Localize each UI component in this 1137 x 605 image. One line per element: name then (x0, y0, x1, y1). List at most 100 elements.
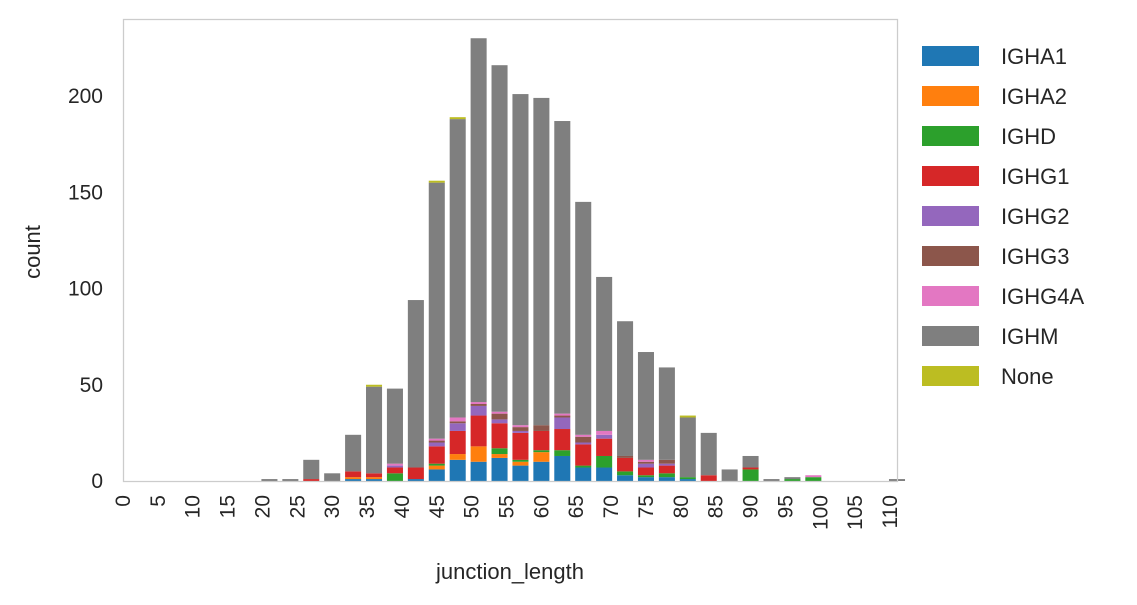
bar-segment-ighd-x63 (554, 450, 571, 456)
bar-segment-ighg2-x48 (449, 423, 466, 431)
bar-segment-igha2-x51 (470, 446, 487, 462)
bar-segment-ighg1-x72 (617, 457, 634, 472)
x-tick-label: 105 (844, 495, 867, 530)
legend-swatch-ighm (922, 326, 979, 346)
x-tick-label: 90 (740, 495, 763, 518)
bar-segment-ighm-x93 (763, 479, 780, 481)
bar-segment-ighd-x66 (575, 465, 592, 468)
bar-segment-ighm-x87 (721, 469, 738, 481)
legend-swatch-igha1 (922, 46, 979, 66)
bar-segment-igha1-x48 (449, 459, 466, 481)
bar-segment-ighg2-x69 (596, 434, 613, 439)
bar-segment-none-x36 (366, 384, 383, 387)
bar-segment-ighm-x72 (617, 321, 634, 456)
bar-segment-igha1-x42 (407, 479, 424, 481)
bar-segment-ighm-x36 (366, 386, 383, 474)
x-tick-label: 40 (391, 495, 414, 518)
x-tick-label: 70 (600, 495, 623, 518)
bar-segment-ighm-x27 (303, 459, 320, 480)
x-axis-ticks: 0 5 10 15 20 25 30 35 40 45 50 55 60 65 70 75 80 85 90 95 10… (112, 495, 902, 530)
legend-swatch-ighg1 (922, 166, 979, 186)
legend-label-igha2: IGHA2 (1001, 84, 1067, 109)
bar-segment-ighg2-x54 (491, 419, 508, 424)
bar-segment-ighg1-x69 (596, 438, 613, 456)
bar-segment-ighg4a-x39 (386, 463, 403, 466)
bar-segment-ighm-x42 (407, 300, 424, 468)
bar-segment-ighd-x81 (679, 477, 696, 480)
bar-segment-ighg1-x36 (366, 473, 383, 478)
bar-segment-ighm-x69 (596, 276, 613, 431)
y-tick-label: 150 (68, 181, 103, 204)
bar-segment-ighm-x60 (533, 97, 550, 426)
y-tick-label: 0 (91, 470, 103, 493)
bar-segment-ighd-x99 (805, 477, 822, 481)
bar-segment-ighd-x75 (637, 475, 654, 478)
legend-label-ighd: IGHD (1001, 124, 1056, 149)
bar-segment-ighg4a-x75 (637, 459, 654, 462)
x-tick-label: 55 (496, 495, 519, 518)
legend: IGHA1 IGHA2 IGHD IGHG1 IGHG2 IGHG3 IGHG4A IGHM N… (922, 44, 1084, 389)
bar-segment-ighg3-x54 (491, 413, 508, 420)
bar-segment-ighg1-x27 (303, 479, 320, 481)
bar-segment-ighg2-x75 (637, 463, 654, 468)
bar-segment-ighm-x24 (282, 479, 299, 481)
bar-segment-igha1-x45 (428, 469, 445, 481)
bar-segment-ighg1-x39 (386, 467, 403, 474)
bar-segment-ighg3-x60 (533, 425, 550, 431)
plot-frame (122, 18, 899, 483)
bar-segment-ighm-x30 (324, 473, 341, 481)
bar-segment-ighg3-x57 (512, 427, 529, 431)
bar-segment-ighg1-x57 (512, 432, 529, 460)
x-tick-label: 65 (565, 495, 588, 518)
x-tick-label: 100 (809, 495, 832, 530)
legend-label-ighg4a: IGHG4A (1001, 284, 1084, 309)
bar-segment-igha2-x60 (533, 452, 550, 462)
bar-segment-ighm-x33 (345, 434, 362, 472)
bar-segment-ighd-x69 (596, 455, 613, 468)
bar-segment-ighd-x45 (428, 463, 445, 466)
bar-segment-ighm-x54 (491, 65, 508, 412)
bar-segment-ighg2-x39 (386, 465, 403, 468)
x-tick-label: 75 (635, 495, 658, 518)
bar-segment-none-x45 (428, 180, 445, 183)
y-tick-label: 50 (80, 374, 103, 397)
plot-area (261, 38, 906, 481)
bar-segment-ighg1-x78 (658, 465, 675, 474)
bar-segment-igha1-x75 (637, 477, 654, 481)
bar-segment-igha1-x81 (679, 479, 696, 481)
legend-label-ighg1: IGHG1 (1001, 164, 1069, 189)
bar-segment-ighm-x51 (470, 38, 487, 403)
bar-segment-igha1-x63 (554, 455, 571, 481)
bar-segment-ighd-x60 (533, 450, 550, 453)
legend-swatch-ighd (922, 126, 979, 146)
bar-segment-ighm-x84 (700, 432, 717, 476)
bar-segment-ighg1-x66 (575, 444, 592, 466)
bar-segment-none-x81 (679, 415, 696, 418)
bar-segment-igha1-x57 (512, 465, 529, 481)
bar-segment-ighm-x48 (449, 119, 466, 418)
bar-segment-ighm-x63 (554, 121, 571, 414)
bar-segment-ighg2-x66 (575, 442, 592, 445)
bar-segment-ighm-x57 (512, 94, 529, 426)
x-tick-label: 60 (530, 495, 553, 518)
x-tick-label: 45 (426, 495, 449, 518)
x-tick-label: 20 (251, 495, 274, 518)
bar-segment-ighg1-x33 (345, 471, 362, 478)
bar-segment-igha2-x48 (449, 454, 466, 460)
bar-segment-ighg1-x54 (491, 423, 508, 449)
y-axis-label: count (20, 225, 45, 279)
x-tick-label: 50 (461, 495, 484, 518)
x-tick-label: 15 (217, 495, 240, 518)
bar-segment-ighg4a-x51 (470, 402, 487, 404)
bar-segment-igha1-x60 (533, 461, 550, 481)
bar-segment-ighg1-x90 (742, 467, 759, 470)
bar-segment-ighg4a-x57 (512, 425, 529, 428)
bar-segment-ighm-x96 (784, 477, 801, 480)
bar-segment-igha1-x69 (596, 467, 613, 481)
x-axis-label: junction_length (435, 559, 584, 584)
x-tick-label: 30 (321, 495, 344, 518)
legend-label-ighg2: IGHG2 (1001, 204, 1069, 229)
bar-segment-ighm-x21 (261, 479, 278, 481)
bar-segment-ighg3-x72 (617, 455, 634, 458)
bar-segment-ighm-x78 (658, 367, 675, 460)
